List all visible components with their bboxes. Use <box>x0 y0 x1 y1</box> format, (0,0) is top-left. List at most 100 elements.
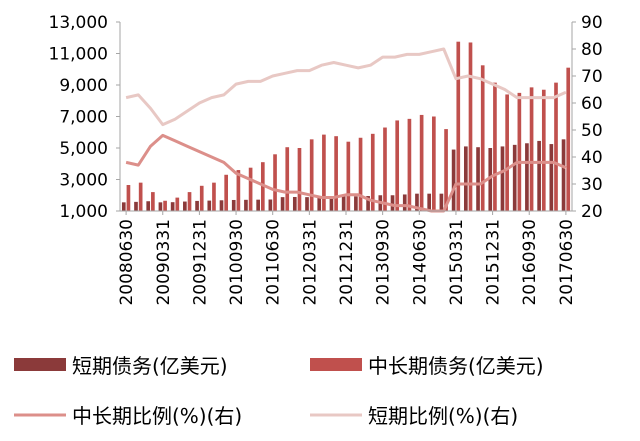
bar <box>383 127 387 211</box>
x-tick-label: 20080630 <box>117 219 137 306</box>
bar <box>358 137 363 211</box>
left-tick-label: 7,000 <box>59 108 108 128</box>
bar <box>292 196 297 211</box>
bar <box>480 65 485 211</box>
bar <box>537 140 541 211</box>
bar <box>525 143 529 211</box>
legend-label: 短期比例(%)(右) <box>368 404 518 428</box>
right-tick-label: 90 <box>581 13 603 33</box>
x-tick-label: 20150331 <box>447 219 467 306</box>
legend-item: 短期债务(亿美元) <box>14 354 228 378</box>
plot-area <box>121 41 571 213</box>
bar <box>468 42 473 211</box>
left-tick-label: 11,000 <box>49 45 108 65</box>
x-tick-label: 20160930 <box>520 219 540 306</box>
bar <box>183 201 187 211</box>
bar <box>170 202 175 211</box>
left-tick-label: 9,000 <box>59 76 108 96</box>
x-tick-label: 20090331 <box>154 219 174 306</box>
bar <box>566 67 571 211</box>
bar <box>493 82 497 211</box>
legend: 短期债务(亿美元) 中长期债务(亿美元) 中长期比例(%)(右) 短期比例(%)(右) <box>14 354 544 428</box>
right-axis: 20 30 40 50 60 70 80 90 <box>571 13 603 222</box>
x-tick-label: 20100930 <box>227 219 247 306</box>
x-tick-label: 20130930 <box>374 219 394 306</box>
bar <box>517 92 522 211</box>
bar <box>151 192 155 211</box>
bar <box>121 202 126 211</box>
bar <box>256 199 260 211</box>
line-series-1 <box>125 47 567 127</box>
bar <box>280 197 285 211</box>
bar <box>554 82 558 211</box>
bar <box>231 199 236 211</box>
legend-item: 中长期比例(%)(右) <box>14 404 242 428</box>
bar <box>334 136 338 211</box>
bar <box>187 192 192 211</box>
bar <box>219 200 224 211</box>
bar <box>451 149 456 211</box>
bar <box>512 144 517 211</box>
bar <box>529 87 534 211</box>
legend-label: 短期债务(亿美元) <box>72 354 228 378</box>
left-tick-label: 5,000 <box>59 139 108 159</box>
x-tick-label: 20121231 <box>337 219 357 306</box>
bar <box>427 193 432 211</box>
series-1-bars <box>126 41 571 211</box>
bar <box>432 116 436 211</box>
bar <box>297 148 302 211</box>
bar <box>561 139 566 211</box>
bar <box>329 196 334 211</box>
bar <box>236 170 241 211</box>
series-0-bars <box>121 139 566 211</box>
bar <box>395 120 400 211</box>
bar <box>322 134 326 211</box>
x-tick-label: 20110630 <box>264 219 284 306</box>
bar <box>212 182 216 211</box>
legend-item: 中长期债务(亿美元) <box>310 354 544 378</box>
left-axis: 1,000 3,000 5,000 7,000 9,000 11,000 13,000 <box>49 13 121 222</box>
bar <box>285 147 290 211</box>
bar <box>366 196 370 211</box>
right-tick-label: 80 <box>581 40 603 60</box>
x-tick-label: 20170630 <box>557 219 577 306</box>
bar <box>444 129 448 211</box>
bar <box>505 94 509 211</box>
right-tick-label: 70 <box>581 67 603 87</box>
right-tick-label: 60 <box>581 94 603 114</box>
legend-swatch <box>310 358 362 371</box>
bar <box>541 89 546 211</box>
right-tick-label: 40 <box>581 148 603 168</box>
bar <box>248 167 253 211</box>
bar <box>456 41 461 211</box>
bar <box>317 196 322 211</box>
x-axis: 20080630 20090331 20091231 20100930 20110630… <box>117 210 577 306</box>
bar <box>273 154 277 211</box>
bar <box>207 200 212 211</box>
bar <box>158 202 163 211</box>
bar <box>476 147 480 211</box>
bar <box>146 201 151 211</box>
x-tick-label: 20091231 <box>190 219 210 306</box>
left-tick-label: 1,000 <box>59 202 108 222</box>
bar <box>134 201 138 211</box>
bar <box>415 193 419 211</box>
legend-label: 中长期债务(亿美元) <box>368 354 544 378</box>
bar <box>463 146 468 211</box>
x-tick-label: 20140630 <box>410 219 430 306</box>
bar <box>488 148 493 211</box>
bar <box>439 193 444 211</box>
bar <box>402 194 407 211</box>
bar <box>305 197 309 211</box>
bar <box>549 144 554 211</box>
bar <box>163 200 167 211</box>
bar <box>175 197 180 211</box>
bar <box>346 141 351 211</box>
right-tick-label: 30 <box>581 175 603 195</box>
bar <box>341 196 346 211</box>
bar <box>354 196 358 211</box>
x-tick-label: 20151231 <box>484 219 504 306</box>
bar <box>268 199 273 211</box>
bar <box>199 185 204 211</box>
